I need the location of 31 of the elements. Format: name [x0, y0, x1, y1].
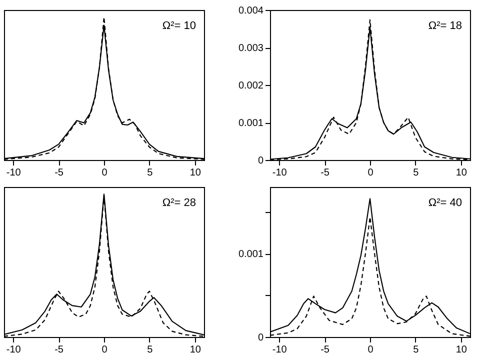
x-tick-label: 10 [190, 168, 202, 178]
x-tick-label: -10 [272, 168, 288, 178]
annotation: Ω²= 18 [428, 20, 462, 32]
y-tick-label: 0.002 [238, 80, 264, 92]
annotation: Ω²= 40 [428, 197, 462, 209]
y-tick-label: 0 [258, 156, 264, 166]
x-tick-label: 10 [456, 168, 468, 178]
x-tick-label: 0 [368, 344, 374, 356]
y-tick-label: 0.001 [238, 118, 264, 129]
y-tick-label: 0.001 [238, 249, 264, 260]
x-tick-label: -5 [54, 168, 64, 178]
annotation: Ω²= 10 [162, 20, 196, 32]
annotation: Ω²= 28 [162, 197, 196, 209]
x-tick-label: 10 [456, 344, 468, 356]
x-tick-label: -10 [6, 344, 22, 356]
x-tick-label: 0 [102, 168, 108, 178]
y-tick-label: 0 [258, 332, 264, 344]
x-tick-label: 10 [190, 344, 202, 356]
x-tick-label: 0 [102, 344, 108, 356]
x-tick-label: 5 [413, 168, 420, 178]
y-tick-label: 0.003 [238, 43, 264, 54]
x-tick-label: 5 [413, 344, 420, 356]
x-tick-label: -10 [272, 344, 288, 356]
x-tick-label: 5 [147, 344, 154, 356]
y-tick-label: 0.004 [238, 6, 264, 16]
x-tick-label: -5 [320, 344, 330, 356]
x-tick-label: -10 [6, 168, 22, 178]
x-tick-label: 5 [147, 168, 154, 178]
x-tick-label: -5 [320, 168, 330, 178]
x-tick-label: 0 [368, 168, 374, 178]
x-tick-label: -5 [54, 344, 64, 356]
